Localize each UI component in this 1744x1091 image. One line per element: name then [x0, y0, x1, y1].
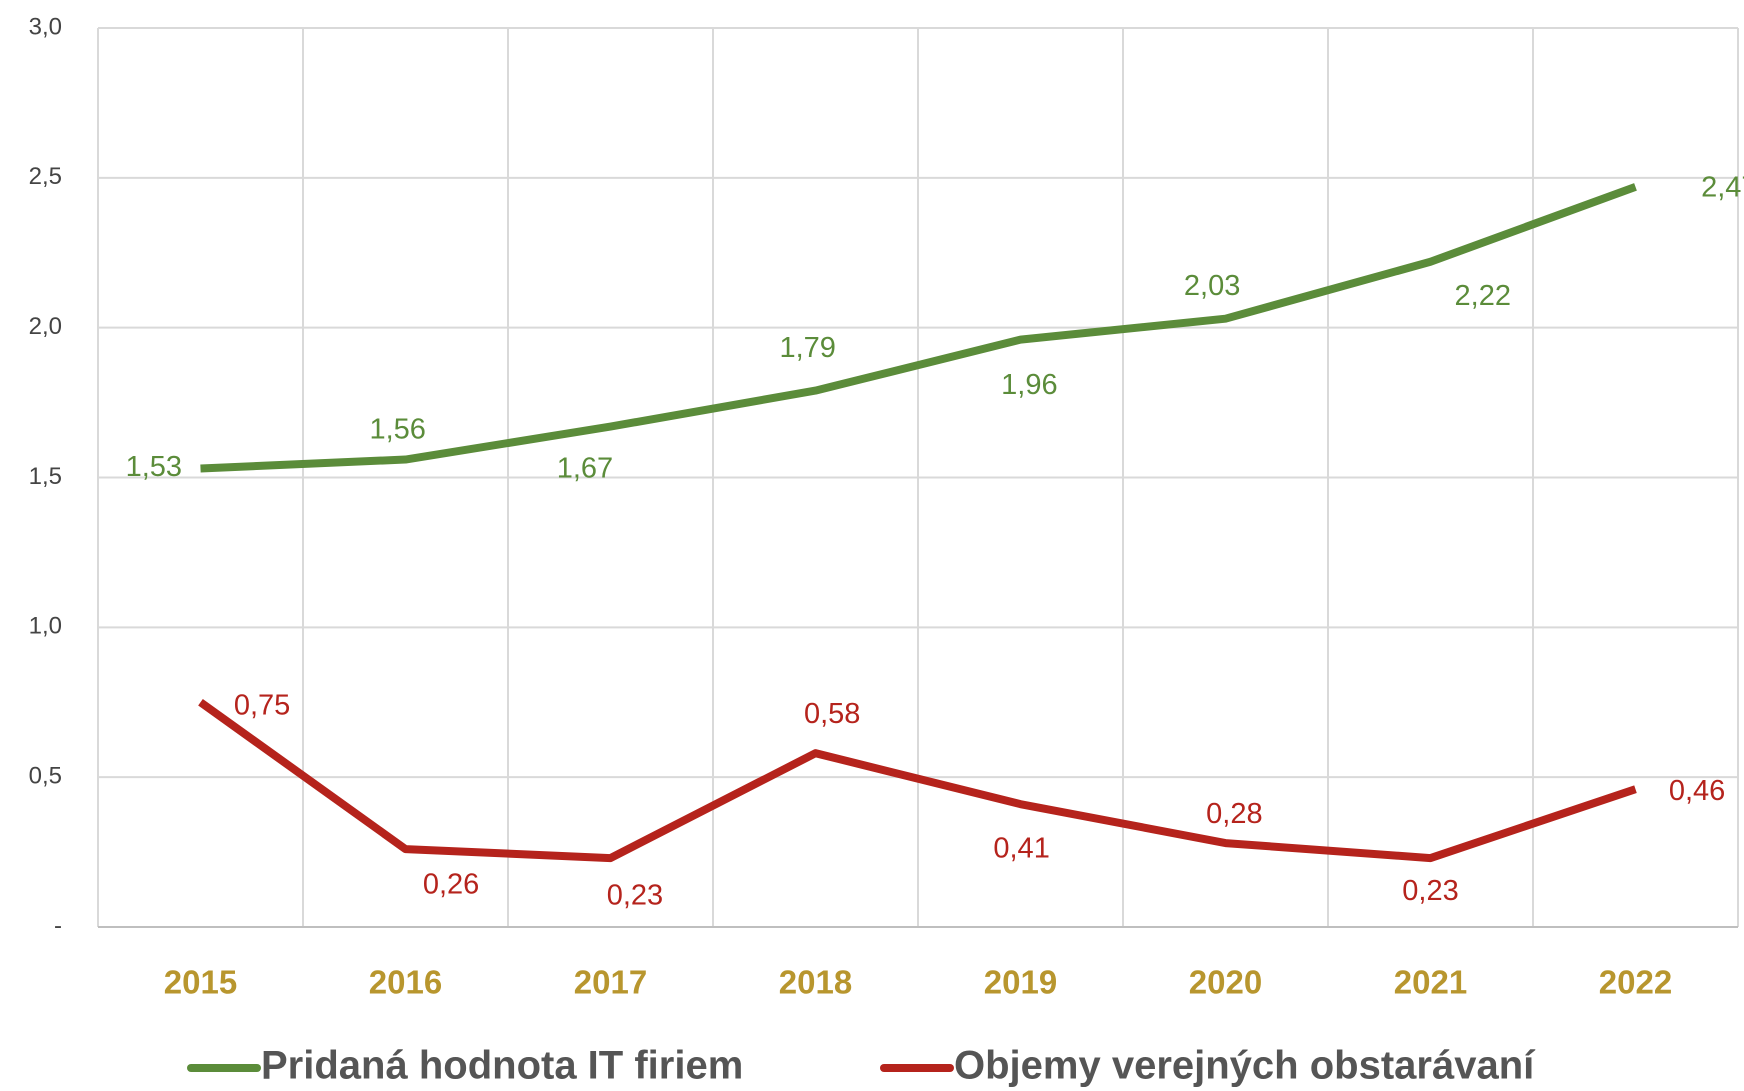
data-label: 1,96: [1001, 369, 1057, 401]
x-tick-label: 2022: [1599, 964, 1672, 1001]
data-label: 0,23: [607, 880, 663, 912]
data-label: 0,26: [423, 868, 479, 900]
y-tick-label: 1,5: [29, 463, 62, 490]
data-label: 2,03: [1184, 270, 1240, 302]
x-tick-label: 2017: [574, 964, 647, 1001]
data-label: 0,58: [804, 698, 860, 730]
y-tick-label: 0,5: [29, 763, 62, 790]
x-tick-label: 2016: [369, 964, 442, 1001]
data-label: 0,75: [234, 689, 290, 721]
legend-label: Objemy verejných obstarávaní: [954, 1044, 1536, 1088]
data-label: 0,41: [993, 832, 1049, 864]
data-label: 0,28: [1206, 798, 1262, 830]
x-tick-label: 2021: [1394, 964, 1467, 1001]
data-label: 2,22: [1455, 280, 1511, 312]
y-tick-label: -: [54, 912, 62, 939]
data-label: 1,56: [369, 413, 425, 445]
data-label: 1,79: [779, 332, 835, 364]
series-line: [198, 698, 1637, 863]
x-tick-label: 2018: [779, 964, 852, 1001]
data-label: 0,23: [1402, 875, 1458, 907]
x-tick-label: 2019: [984, 964, 1057, 1001]
data-label: 1,53: [126, 451, 182, 483]
series-line: [200, 183, 1637, 473]
legend-label: Pridaná hodnota IT firiem: [261, 1044, 743, 1088]
data-label: 1,67: [557, 453, 613, 485]
x-tick-label: 2020: [1189, 964, 1262, 1001]
y-tick-label: 3,0: [29, 13, 62, 40]
y-tick-label: 2,0: [29, 313, 62, 340]
y-tick-label: 1,0: [29, 613, 62, 640]
y-tick-label: 2,5: [29, 163, 62, 190]
data-label: 0,46: [1669, 775, 1725, 807]
data-label: 2,47: [1701, 172, 1744, 204]
x-tick-label: 2015: [164, 964, 237, 1001]
